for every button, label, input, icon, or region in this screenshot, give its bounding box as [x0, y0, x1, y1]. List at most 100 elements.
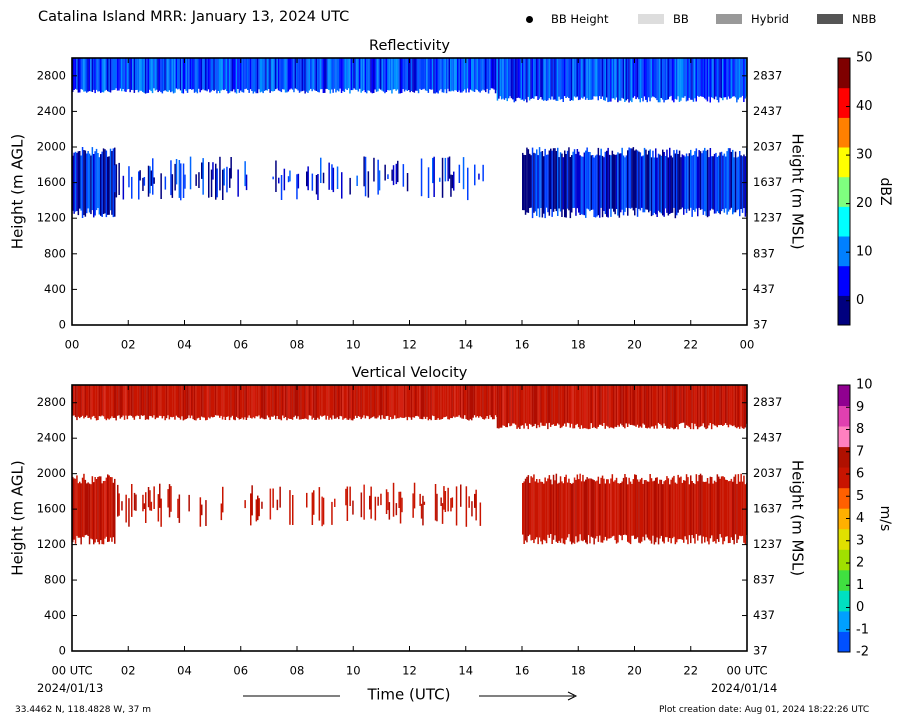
colorbar-segment: [838, 549, 850, 571]
data-column: [638, 481, 640, 543]
data-column: [521, 385, 524, 426]
data-column: [244, 385, 246, 418]
data-column: [109, 385, 112, 419]
data-column: [499, 58, 501, 97]
data-column: [575, 385, 577, 425]
data-column: [631, 148, 633, 208]
data-column: [251, 58, 253, 91]
data-column: [77, 151, 80, 216]
arrow-head-icon: [567, 691, 578, 701]
data-column: [286, 58, 288, 93]
data-column: [364, 156, 367, 197]
data-column: [140, 385, 143, 416]
data-column: [502, 58, 504, 99]
data-column: [326, 58, 329, 89]
data-column: [249, 58, 252, 90]
data-column: [476, 58, 479, 91]
data-column: [97, 385, 99, 420]
data-column: [709, 385, 711, 423]
data-column: [533, 474, 535, 544]
data-column: [276, 385, 278, 416]
data-column: [388, 502, 391, 520]
data-column: [601, 155, 604, 218]
data-column: [622, 58, 625, 99]
data-column: [734, 58, 737, 98]
data-column: [87, 58, 89, 92]
data-column: [158, 385, 161, 416]
data-column: [523, 58, 525, 102]
data-column: [213, 385, 215, 417]
data-column: [621, 385, 623, 426]
colorbar-segment: [838, 590, 850, 612]
data-column: [628, 385, 630, 424]
data-column: [101, 385, 103, 416]
data-column: [736, 483, 738, 543]
data-column: [413, 482, 416, 509]
data-column: [199, 497, 202, 527]
data-column: [277, 58, 280, 91]
data-column: [632, 479, 635, 536]
data-column: [522, 152, 524, 211]
data-column: [192, 58, 194, 90]
data-column: [87, 151, 89, 209]
data-column: [465, 486, 468, 527]
data-column: [596, 154, 598, 217]
data-column: [699, 58, 702, 97]
data-column: [458, 58, 460, 91]
data-column: [593, 157, 595, 217]
data-column: [261, 385, 263, 418]
data-column: [646, 385, 648, 429]
data-column: [635, 474, 637, 539]
data-column: [652, 385, 654, 427]
data-column: [634, 150, 636, 216]
data-column: [182, 385, 185, 421]
data-column: [171, 385, 173, 418]
y-tick-label: 800: [44, 246, 66, 260]
data-column: [610, 155, 612, 217]
data-column: [359, 58, 361, 89]
data-column: [448, 156, 451, 179]
data-column: [647, 385, 650, 428]
data-column: [114, 58, 116, 90]
data-column: [523, 481, 525, 544]
data-column: [277, 385, 280, 420]
data-column: [76, 475, 78, 536]
data-column: [287, 176, 290, 183]
data-column: [440, 497, 442, 506]
panel-title: Reflectivity: [369, 38, 450, 54]
data-column: [705, 58, 707, 100]
colorbar-segment: [838, 426, 850, 448]
data-column: [678, 385, 681, 424]
data-column: [584, 58, 587, 100]
data-column: [392, 58, 395, 90]
data-column: [406, 385, 409, 421]
data-column: [537, 482, 539, 545]
data-column: [135, 494, 137, 511]
data-column: [739, 151, 741, 217]
data-column: [536, 479, 538, 538]
data-column: [203, 58, 206, 91]
data-column: [666, 149, 668, 213]
data-column: [614, 154, 616, 215]
data-column: [568, 58, 570, 98]
data-column: [235, 385, 238, 417]
data-column: [552, 474, 555, 540]
data-column: [227, 58, 229, 94]
data-column: [676, 483, 678, 543]
data-column: [430, 385, 432, 421]
data-column: [415, 58, 417, 91]
data-column: [618, 153, 621, 218]
data-column: [392, 385, 395, 419]
data-column: [734, 474, 737, 535]
figure-title: Catalina Island MRR: January 13, 2024 UT…: [38, 9, 350, 25]
data-column: [325, 58, 327, 89]
data-column: [244, 58, 246, 90]
data-column: [503, 385, 506, 426]
data-column: [536, 149, 538, 216]
data-column: [93, 58, 95, 90]
data-column: [74, 385, 77, 418]
colorbar-tick-label: 1: [856, 578, 864, 593]
data-column: [132, 385, 134, 418]
data-column: [405, 385, 407, 417]
data-column: [269, 488, 272, 520]
